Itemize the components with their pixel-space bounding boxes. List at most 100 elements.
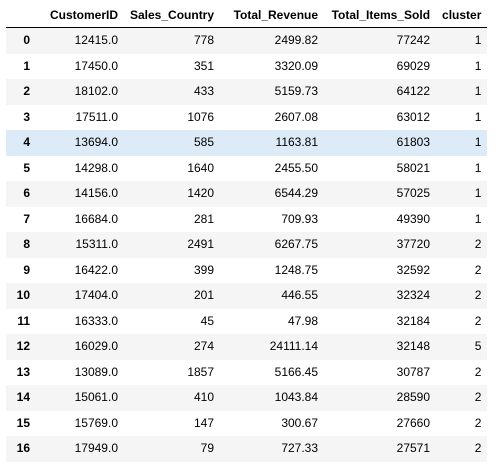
cell-customerid: 16422.0 bbox=[74, 262, 118, 277]
table-row: 9 16422.0 399 1248.75 32592 2 bbox=[6, 257, 488, 283]
dataframe-table: CustomerID Sales_Country Total_Revenue T… bbox=[6, 6, 488, 462]
column-header-total-revenue: Total_Revenue bbox=[220, 6, 325, 28]
row-index: 15 bbox=[16, 415, 30, 430]
cell-cluster: 5 bbox=[474, 339, 482, 353]
cell-customerid: 14298.0 bbox=[74, 160, 118, 175]
row-index: 8 bbox=[23, 237, 30, 251]
cell-total-revenue: 709.93 bbox=[281, 211, 319, 226]
cell-total-revenue: 727.33 bbox=[281, 441, 319, 455]
table-body: 0 12415.0 778 2499.82 77242 1 1 17450.0 351 3320.… bbox=[6, 27, 488, 462]
cell-customerid: 16333.0 bbox=[74, 313, 118, 328]
cell-total-items-sold: 30787 bbox=[396, 364, 431, 379]
cell-total-items-sold: 28590 bbox=[396, 390, 431, 404]
cell-customerid: 16684.0 bbox=[74, 211, 118, 226]
cell-total-items-sold: 61803 bbox=[396, 135, 431, 149]
cell-customerid: 17404.0 bbox=[74, 288, 118, 302]
cell-total-items-sold: 32148 bbox=[396, 339, 431, 353]
row-index: 12 bbox=[16, 339, 30, 353]
row-index: 4 bbox=[23, 135, 30, 149]
cell-sales-country: 281 bbox=[194, 211, 215, 226]
cell-customerid: 15061.0 bbox=[74, 390, 118, 404]
cell-sales-country: 433 bbox=[194, 84, 215, 98]
cell-total-revenue: 5166.45 bbox=[274, 364, 319, 379]
cell-cluster: 2 bbox=[474, 364, 482, 379]
table-row: 11 16333.0 45 47.98 32184 2 bbox=[6, 308, 488, 334]
table-row: 8 15311.0 2491 6267.75 37720 2 bbox=[6, 232, 488, 258]
cell-cluster: 1 bbox=[474, 186, 482, 200]
table-row: 14 15061.0 410 1043.84 28590 2 bbox=[6, 385, 488, 411]
cell-cluster: 1 bbox=[474, 33, 482, 47]
row-index: 9 bbox=[23, 262, 30, 277]
cell-sales-country: 201 bbox=[194, 288, 215, 302]
table-row: 13 13089.0 1857 5166.45 30787 2 bbox=[6, 359, 488, 385]
table-row: 16 17949.0 79 727.33 27571 2 bbox=[6, 436, 488, 462]
cell-total-items-sold: 32184 bbox=[396, 313, 431, 328]
cell-sales-country: 1420 bbox=[187, 186, 215, 200]
cell-total-items-sold: 27660 bbox=[396, 415, 431, 430]
cell-cluster: 2 bbox=[474, 415, 482, 430]
row-index: 10 bbox=[16, 288, 30, 302]
cell-total-revenue: 24111.14 bbox=[269, 339, 319, 353]
cell-cluster: 2 bbox=[474, 313, 482, 328]
index-header bbox=[6, 6, 36, 28]
table-row: 0 12415.0 778 2499.82 77242 1 bbox=[6, 27, 488, 54]
cell-cluster: 1 bbox=[474, 211, 482, 226]
cell-customerid: 12415.0 bbox=[74, 33, 118, 47]
column-header-customerid: CustomerID bbox=[36, 6, 124, 28]
cell-sales-country: 399 bbox=[194, 262, 215, 277]
row-index: 1 bbox=[23, 58, 30, 73]
table-row: 6 14156.0 1420 6544.29 57025 1 bbox=[6, 181, 488, 207]
cell-cluster: 2 bbox=[474, 262, 482, 277]
cell-sales-country: 1076 bbox=[187, 109, 215, 124]
cell-cluster: 1 bbox=[474, 84, 482, 98]
cell-customerid: 18102.0 bbox=[74, 84, 118, 98]
cell-total-revenue: 6267.75 bbox=[274, 237, 319, 251]
cell-cluster: 1 bbox=[474, 109, 482, 124]
cell-sales-country: 410 bbox=[194, 390, 215, 404]
table-row: 12 16029.0 274 24111.14 32148 5 bbox=[6, 334, 488, 360]
cell-customerid: 15311.0 bbox=[75, 237, 119, 251]
row-index: 3 bbox=[23, 109, 30, 124]
cell-total-revenue: 1043.84 bbox=[274, 390, 319, 404]
cell-total-revenue: 6544.29 bbox=[274, 186, 319, 200]
cell-total-revenue: 47.98 bbox=[288, 313, 319, 328]
cell-customerid: 13694.0 bbox=[74, 135, 118, 149]
cell-customerid: 17450.0 bbox=[74, 58, 118, 73]
cell-cluster: 1 bbox=[474, 58, 482, 73]
row-index: 2 bbox=[23, 84, 30, 98]
cell-sales-country: 585 bbox=[194, 135, 215, 149]
cell-cluster: 2 bbox=[474, 288, 482, 302]
table-row: 2 18102.0 433 5159.73 64122 1 bbox=[6, 79, 488, 105]
cell-sales-country: 79 bbox=[200, 441, 215, 455]
cell-total-revenue: 1248.75 bbox=[274, 262, 319, 277]
cell-total-items-sold: 64122 bbox=[396, 84, 431, 98]
row-index: 0 bbox=[23, 33, 30, 47]
row-index: 6 bbox=[23, 186, 30, 200]
cell-cluster: 1 bbox=[474, 160, 482, 175]
cell-total-revenue: 2499.82 bbox=[274, 33, 319, 47]
cell-total-revenue: 5159.73 bbox=[274, 84, 319, 98]
row-index: 14 bbox=[16, 390, 30, 404]
cell-total-items-sold: 58021 bbox=[396, 160, 431, 175]
table-header: CustomerID Sales_Country Total_Revenue T… bbox=[6, 6, 488, 28]
cell-customerid: 16029.0 bbox=[74, 339, 118, 353]
cell-customerid: 15769.0 bbox=[74, 415, 118, 430]
header-row: CustomerID Sales_Country Total_Revenue T… bbox=[6, 6, 488, 28]
cell-sales-country: 2491 bbox=[187, 237, 215, 251]
cell-cluster: 2 bbox=[474, 237, 482, 251]
table-row: 4 13694.0 585 1163.81 61803 1 bbox=[6, 130, 488, 156]
cell-total-items-sold: 69029 bbox=[396, 58, 431, 73]
cell-cluster: 1 bbox=[474, 135, 482, 149]
cell-sales-country: 1857 bbox=[187, 364, 215, 379]
cell-sales-country: 274 bbox=[194, 339, 215, 353]
column-header-total-items-sold: Total_Items_Sold bbox=[324, 6, 437, 28]
row-index: 13 bbox=[16, 364, 30, 379]
cell-customerid: 14156.0 bbox=[74, 186, 118, 200]
table-row: 1 17450.0 351 3320.09 69029 1 bbox=[6, 53, 488, 79]
cell-total-items-sold: 77242 bbox=[396, 33, 431, 47]
cell-customerid: 17511.0 bbox=[75, 109, 119, 124]
table-row: 3 17511.0 1076 2607.08 63012 1 bbox=[6, 104, 488, 130]
cell-sales-country: 1640 bbox=[187, 160, 215, 175]
cell-total-items-sold: 37720 bbox=[396, 237, 431, 251]
